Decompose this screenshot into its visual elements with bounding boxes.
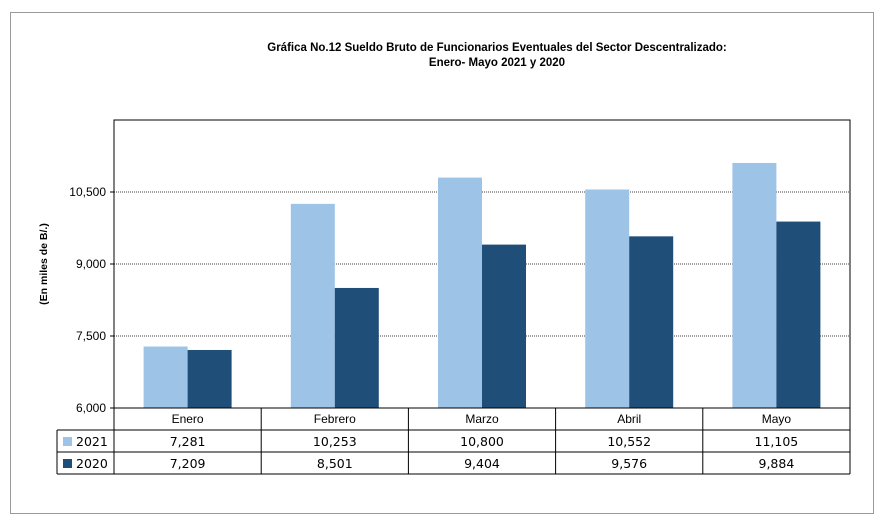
- chart-subtitle: Enero- Mayo 2021 y 2020: [429, 57, 565, 69]
- legend-swatch-2020: [63, 459, 72, 468]
- legend-swatch-2021: [63, 437, 72, 446]
- data-table: Enero Febrero Marzo Abril Mayo 2021 7,281 10,25…: [57, 408, 850, 474]
- bars: [144, 163, 821, 408]
- bar-2020-febrero: [335, 288, 379, 408]
- y-tick-label-1: 7,500: [76, 329, 106, 343]
- data-label-2021-enero: 7,281: [170, 434, 206, 449]
- x-tick-label-abril: Abril: [617, 412, 641, 426]
- bar-2020-enero: [188, 350, 232, 408]
- bar-2021-mayo: [732, 163, 776, 408]
- x-tick-label-marzo: Marzo: [465, 412, 499, 426]
- y-tick-label-0: 6,000: [76, 401, 106, 415]
- bar-2021-marzo: [438, 178, 482, 408]
- y-tick-label-2: 9,000: [76, 257, 106, 271]
- data-label-2020-febrero: 8,501: [317, 456, 353, 471]
- bar-2021-enero: [144, 347, 188, 408]
- bar-2021-abril: [585, 190, 629, 408]
- data-label-2020-mayo: 9,884: [759, 456, 795, 471]
- bar-2020-abril: [629, 236, 673, 408]
- legend-label-2021: 2021: [76, 434, 108, 449]
- y-tick-label-3: 10,500: [69, 185, 106, 199]
- y-ticks: 6,000 7,500 9,000 10,500: [69, 185, 114, 415]
- legend-label-2020: 2020: [76, 456, 108, 471]
- data-label-2021-mayo: 11,105: [755, 434, 799, 449]
- chart-title: Gráfica No.12 Sueldo Bruto de Funcionari…: [267, 42, 726, 54]
- x-tick-label-enero: Enero: [172, 412, 204, 426]
- data-label-2020-marzo: 9,404: [464, 456, 500, 471]
- bar-2021-febrero: [291, 204, 335, 408]
- y-axis-label: (En miles de B/.): [38, 223, 50, 305]
- x-tick-label-febrero: Febrero: [314, 412, 356, 426]
- data-label-2020-abril: 9,576: [611, 456, 647, 471]
- bar-2020-marzo: [482, 245, 526, 408]
- data-label-2020-enero: 7,209: [170, 456, 206, 471]
- data-label-2021-abril: 10,552: [607, 434, 651, 449]
- x-tick-label-mayo: Mayo: [762, 412, 792, 426]
- data-label-2021-marzo: 10,800: [460, 434, 504, 449]
- bar-2020-mayo: [776, 222, 820, 408]
- data-label-2021-febrero: 10,253: [313, 434, 357, 449]
